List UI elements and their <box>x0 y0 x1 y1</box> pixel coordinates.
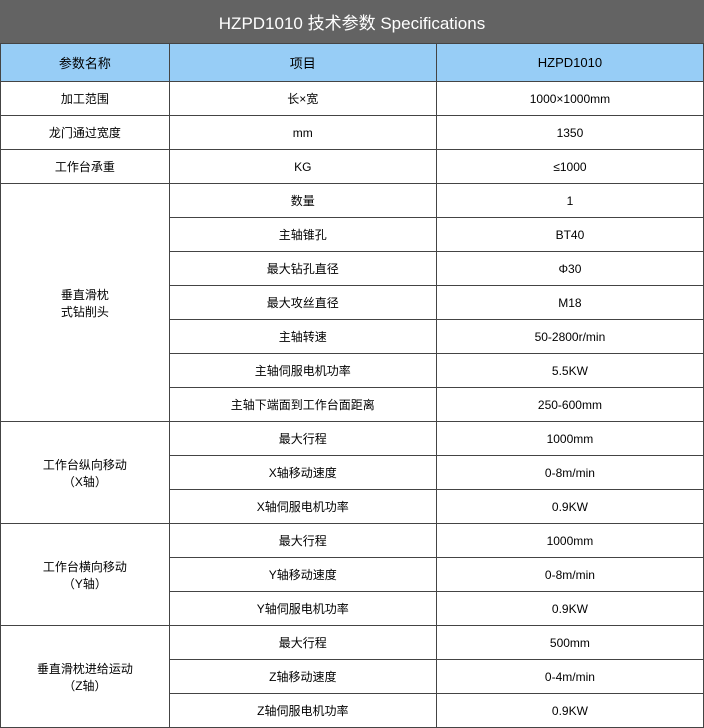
value-cell: 1000×1000mm <box>436 82 703 116</box>
value-cell: 0-8m/min <box>436 558 703 592</box>
table-body: 加工范围长×宽1000×1000mm龙门通过宽度mm1350工作台承重KG≤10… <box>1 82 704 728</box>
value-cell: 1000mm <box>436 524 703 558</box>
param-cell: 工作台纵向移动（X轴） <box>1 422 170 524</box>
item-cell: X轴伺服电机功率 <box>169 490 436 524</box>
item-cell: 主轴转速 <box>169 320 436 354</box>
param-cell: 龙门通过宽度 <box>1 116 170 150</box>
table-row: 工作台横向移动（Y轴）最大行程1000mm <box>1 524 704 558</box>
value-cell: 1350 <box>436 116 703 150</box>
item-cell: 最大钻孔直径 <box>169 252 436 286</box>
value-cell: 0-8m/min <box>436 456 703 490</box>
col-header-value: HZPD1010 <box>436 44 703 82</box>
item-cell: 主轴下端面到工作台面距离 <box>169 388 436 422</box>
item-cell: 最大攻丝直径 <box>169 286 436 320</box>
table-row: 加工范围长×宽1000×1000mm <box>1 82 704 116</box>
value-cell: 1000mm <box>436 422 703 456</box>
param-cell: 加工范围 <box>1 82 170 116</box>
value-cell: 250-600mm <box>436 388 703 422</box>
value-cell: 500mm <box>436 626 703 660</box>
item-cell: 数量 <box>169 184 436 218</box>
item-cell: Z轴移动速度 <box>169 660 436 694</box>
value-cell: M18 <box>436 286 703 320</box>
item-cell: X轴移动速度 <box>169 456 436 490</box>
specifications-table: 参数名称 项目 HZPD1010 加工范围长×宽1000×1000mm龙门通过宽… <box>0 43 704 728</box>
value-cell: 0-4m/min <box>436 660 703 694</box>
table-row: 垂直滑枕式钻削头数量1 <box>1 184 704 218</box>
table-row: 龙门通过宽度mm1350 <box>1 116 704 150</box>
table-row: 工作台承重KG≤1000 <box>1 150 704 184</box>
table-header-row: 参数名称 项目 HZPD1010 <box>1 44 704 82</box>
param-cell: 垂直滑枕式钻削头 <box>1 184 170 422</box>
value-cell: 0.9KW <box>436 592 703 626</box>
col-header-item: 项目 <box>169 44 436 82</box>
value-cell: 5.5KW <box>436 354 703 388</box>
item-cell: KG <box>169 150 436 184</box>
item-cell: 长×宽 <box>169 82 436 116</box>
value-cell: 0.9KW <box>436 490 703 524</box>
item-cell: 最大行程 <box>169 422 436 456</box>
value-cell: ≤1000 <box>436 150 703 184</box>
item-cell: Y轴伺服电机功率 <box>169 592 436 626</box>
col-header-param: 参数名称 <box>1 44 170 82</box>
param-cell: 工作台横向移动（Y轴） <box>1 524 170 626</box>
item-cell: 最大行程 <box>169 626 436 660</box>
table-row: 垂直滑枕进给运动（Z轴）最大行程500mm <box>1 626 704 660</box>
item-cell: mm <box>169 116 436 150</box>
item-cell: 主轴锥孔 <box>169 218 436 252</box>
value-cell: Φ30 <box>436 252 703 286</box>
value-cell: BT40 <box>436 218 703 252</box>
item-cell: 主轴伺服电机功率 <box>169 354 436 388</box>
item-cell: 最大行程 <box>169 524 436 558</box>
param-cell: 垂直滑枕进给运动（Z轴） <box>1 626 170 728</box>
item-cell: Y轴移动速度 <box>169 558 436 592</box>
table-row: 工作台纵向移动（X轴）最大行程1000mm <box>1 422 704 456</box>
value-cell: 50-2800r/min <box>436 320 703 354</box>
param-cell: 工作台承重 <box>1 150 170 184</box>
value-cell: 1 <box>436 184 703 218</box>
page-title: HZPD1010 技术参数 Specifications <box>0 0 704 43</box>
